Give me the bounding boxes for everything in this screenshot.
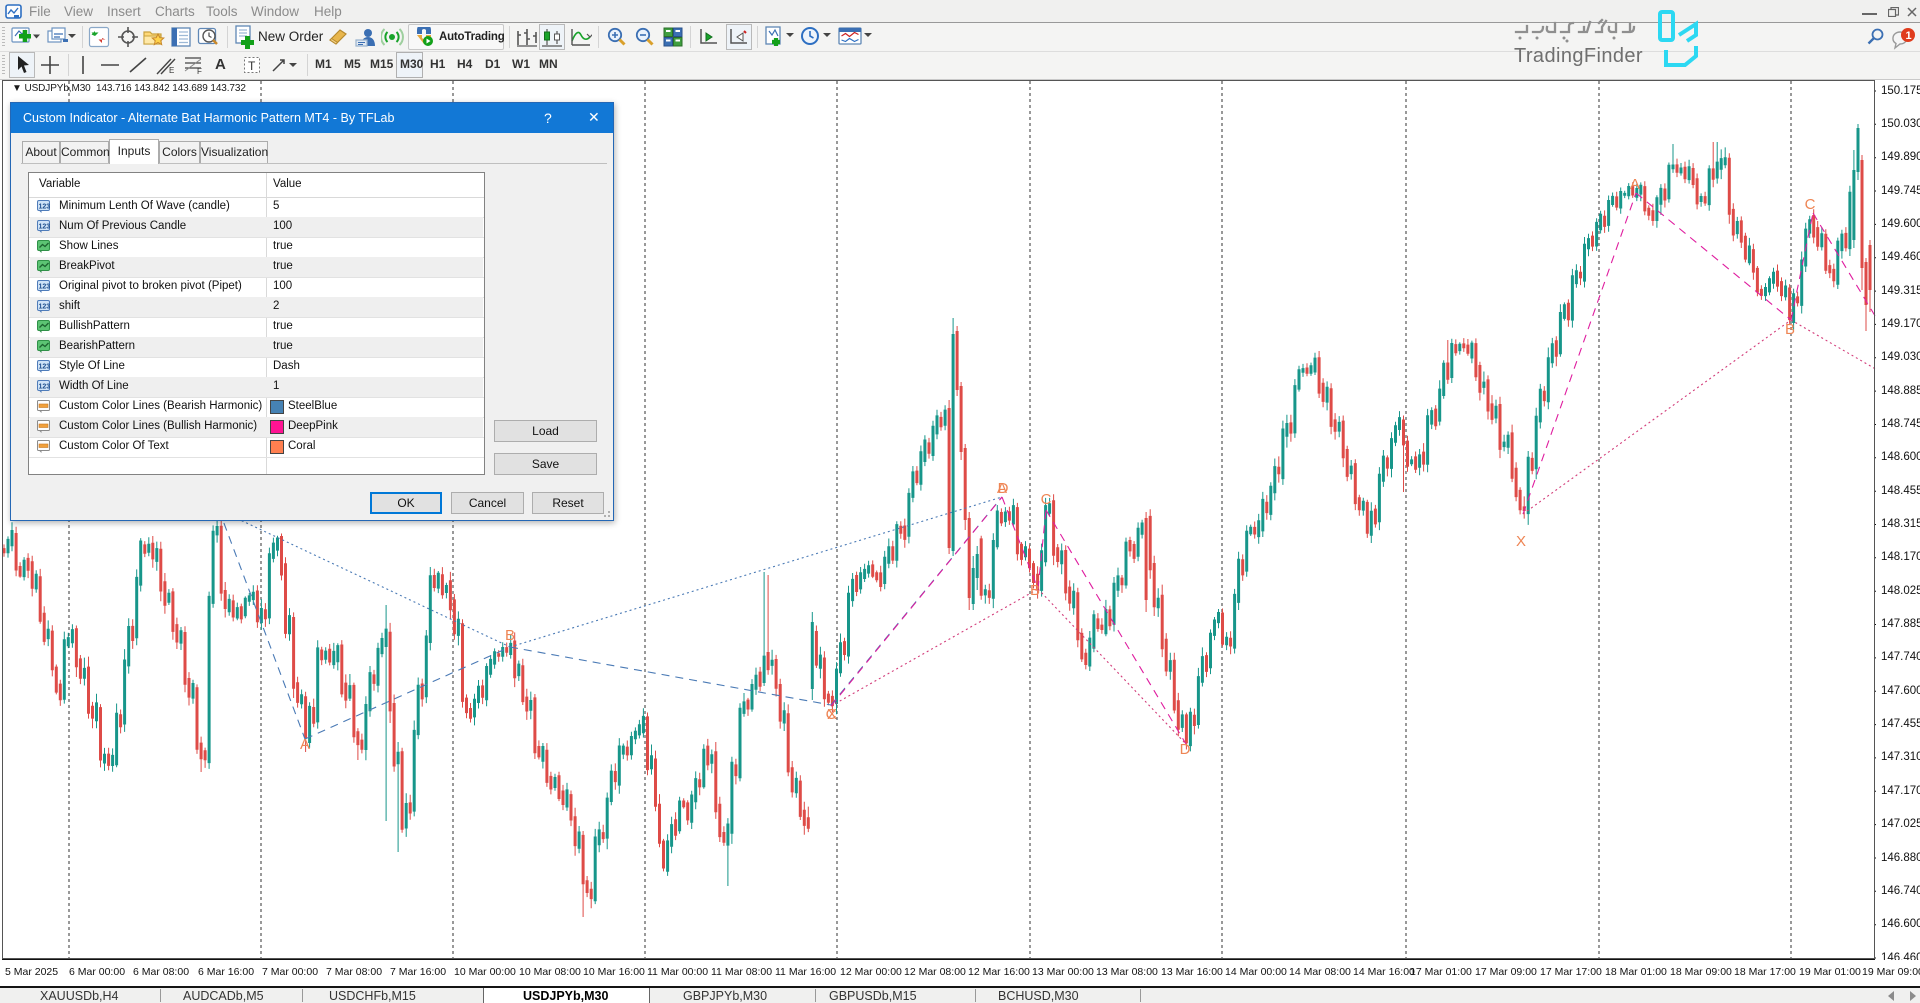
svg-text:B: B [1030, 582, 1040, 599]
svg-text:A: A [1630, 176, 1640, 193]
svg-text:C: C [1041, 491, 1052, 508]
svg-text:T: T [248, 59, 256, 73]
svg-text:A: A [997, 480, 1007, 497]
svg-text:123: 123 [39, 364, 51, 371]
svg-text:123: 123 [39, 384, 51, 391]
svg-text:123: 123 [39, 224, 51, 231]
svg-text:TradingFinder: TradingFinder [1514, 45, 1643, 67]
svg-text:C: C [1805, 196, 1816, 213]
svg-text:C: C [826, 706, 837, 723]
svg-text:E: E [169, 66, 174, 75]
svg-text:X: X [827, 706, 837, 723]
svg-text:B: B [505, 627, 515, 644]
svg-text:D: D [1180, 741, 1191, 758]
svg-text:1: 1 [1906, 30, 1912, 42]
svg-text:123: 123 [39, 204, 51, 211]
svg-text:123: 123 [39, 284, 51, 291]
svg-text:X: X [1516, 533, 1526, 550]
svg-text:F: F [197, 67, 202, 75]
svg-text:B: B [1785, 321, 1795, 338]
svg-text:A: A [300, 736, 310, 753]
svg-text:123: 123 [39, 304, 51, 311]
svg-text:D: D [998, 480, 1009, 497]
